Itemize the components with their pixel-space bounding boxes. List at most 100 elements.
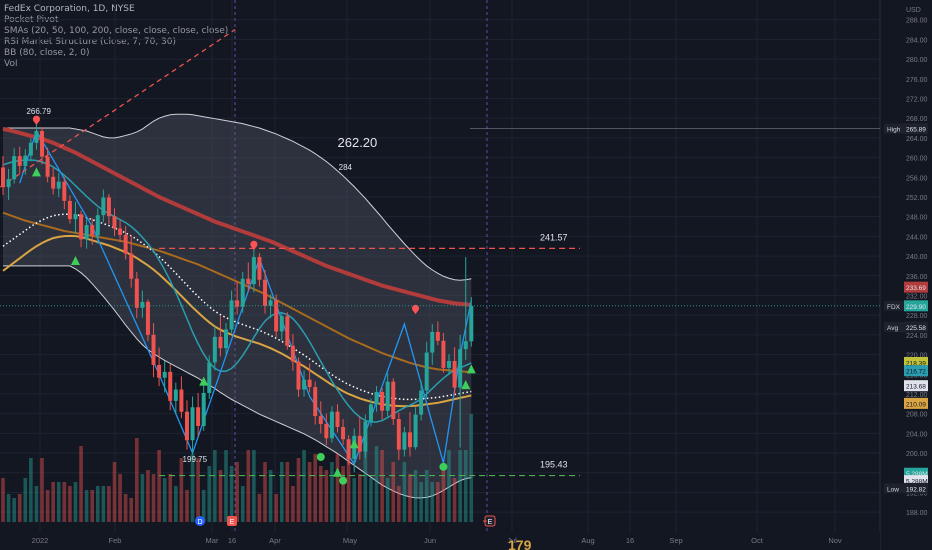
pivot-up-marker [461,380,471,390]
volume-bar [452,478,457,522]
level-label: 241.57 [540,232,568,242]
candle-body [469,305,474,342]
price-tag: 216.72 [904,365,928,377]
volume-bar [29,458,33,522]
candle-body [430,331,435,353]
candle-body [341,426,346,440]
price-tag: FDX 229.90 [884,300,928,312]
price-tick-label: 276.00 [906,77,928,84]
volume-bar [224,450,228,522]
candle-body [441,340,446,368]
candle-body [207,362,212,393]
price-tag: 233.69 [904,281,928,293]
price-tick-label: 228.00 [906,313,928,320]
candle-body [118,228,123,235]
candle-body [45,156,50,177]
price-tag: Low 192.82 [884,482,928,494]
candle-body [251,257,256,285]
bb-lower-line [3,265,472,499]
price-tick-label: 188.00 [906,510,928,517]
pivot-up-marker [333,467,342,477]
time-tick-label: 2022 [32,536,49,545]
legend-rsi[interactable]: RSI Market Structure (close, 7, 70, 30) [4,37,177,47]
volume-bar [240,486,245,522]
price-tag-bg [904,482,928,494]
time-tick-label: Apr [269,536,281,545]
price-axis: USD 288.00 284.00 280.00 276.00 272.00 268.00 2… [879,0,932,550]
volume-bar [17,494,22,522]
price-tick-label: 264.00 [906,136,928,143]
candle-body [263,279,268,306]
volume-bar [358,474,362,522]
price-tick-label: 204.00 [906,431,928,438]
event-marker: D [195,516,205,526]
candle-body [396,419,401,450]
candle-body [257,257,262,280]
volume-bar [402,462,407,522]
candle-body [151,334,156,365]
price-tag: Avg 225.58 [884,321,928,333]
volume-bar [302,450,306,522]
volume-bar [157,450,161,522]
candle-body [413,414,418,448]
price-tick-label: 224.00 [906,333,928,340]
legend-symbol[interactable]: FedEx Corporation, 1D, NYSE [4,4,135,14]
volume-bar [112,462,117,522]
candle-body [129,253,134,279]
candle-body [184,411,189,441]
time-tick-label: Oct [751,536,764,545]
volume-bar [419,482,423,522]
volume-bar [207,466,212,522]
volume-bar [135,438,139,522]
candle-body [419,390,424,415]
volume-bar [458,450,462,522]
candle-body [95,215,100,236]
price-tag-bg [904,397,928,409]
candle-body [391,381,396,420]
candle-body [157,364,162,378]
candle-body [1,167,5,188]
volume-bar [218,470,223,522]
volume-bar [196,458,200,522]
volume-bar [151,474,156,522]
price-tag-label-bg [884,300,904,311]
legend-vol[interactable]: Vol [4,59,18,69]
volume-bar [279,462,284,522]
candle-body [385,381,390,411]
volume-bar [447,450,451,522]
candle-body [90,225,95,236]
volume-bar [129,498,134,522]
pivot-up-marker [349,439,359,449]
volume-bar [23,478,28,522]
candle-body [17,156,22,166]
price-axis-bg [880,0,932,550]
price-tick-label: 248.00 [906,215,928,222]
candle-body [62,181,67,201]
sma200-line [2,127,472,307]
legend-smas[interactable]: SMAs (20, 50, 100, 200, close, close, cl… [4,26,229,36]
candle-body [145,301,150,335]
volume-bar [174,486,178,522]
volume-bar [162,478,167,522]
volume-bar [341,466,345,522]
price-tick-label: 220.00 [906,353,928,360]
volume-bar [424,470,429,522]
volume-bar [45,490,50,522]
volume-bar [346,458,351,522]
legend-bb[interactable]: BB (80, close, 2, 0) [4,48,90,58]
price-tick-label: 260.00 [906,156,928,163]
candle-body [407,432,412,448]
price-tag-value: 265.89 [906,127,926,134]
volume-bar [90,490,94,522]
volume-bar [168,474,173,522]
candle-body [40,130,45,157]
price-tick-label: 244.00 [906,234,928,241]
candle-body [56,181,61,189]
price-tag-bg [904,365,928,377]
volume-bar [140,474,145,522]
price-tag-bg [904,321,928,333]
volume-bar [185,490,189,522]
candle-body [268,300,273,306]
volume-bar [179,458,184,522]
